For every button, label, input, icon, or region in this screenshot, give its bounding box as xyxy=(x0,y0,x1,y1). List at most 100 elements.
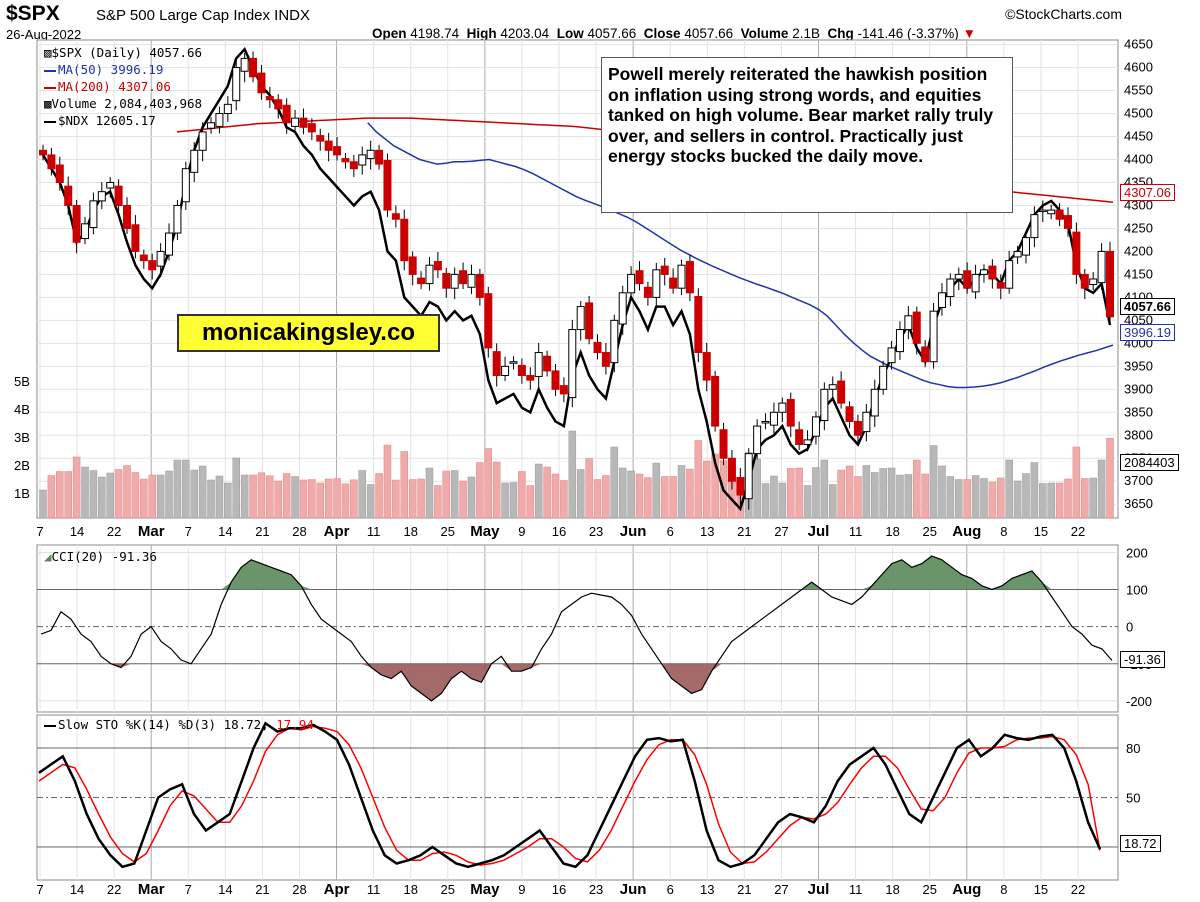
volume-bar xyxy=(240,474,249,519)
cci-tick-label: 100 xyxy=(1126,583,1148,598)
candle-body xyxy=(828,384,837,390)
low-value: 4057.66 xyxy=(587,26,637,41)
x-tick-label: 11 xyxy=(849,524,863,539)
volume-bar xyxy=(988,481,997,519)
volume-bar xyxy=(1072,446,1081,519)
volume-bar xyxy=(518,471,526,519)
volume-bar xyxy=(98,476,106,519)
candle-body xyxy=(64,185,73,206)
x-tick-label: 7 xyxy=(185,882,192,897)
x-tick-label: Jun xyxy=(620,881,647,898)
candle-body xyxy=(803,439,812,445)
candle-body xyxy=(501,365,510,377)
volume-bar xyxy=(929,445,938,519)
volume-bar xyxy=(854,476,862,519)
volume-bar xyxy=(677,465,686,519)
x-tick-label: 15 xyxy=(1034,524,1048,539)
candle-body xyxy=(400,218,409,262)
volume-tick-label: 3B xyxy=(14,430,30,445)
candle-body xyxy=(223,103,232,115)
candle-body xyxy=(1055,209,1064,220)
candle-body xyxy=(257,72,266,94)
candle-body xyxy=(1080,273,1089,289)
candle-body xyxy=(181,168,190,203)
x-tick-label: 13 xyxy=(700,882,714,897)
sto-value-box: 18.72 xyxy=(1120,835,1161,852)
candle-body xyxy=(576,306,585,331)
volume-bar xyxy=(450,470,459,519)
x-tick-label: 15 xyxy=(1034,882,1048,897)
candle-body xyxy=(492,351,501,377)
volume-icon: ▩ xyxy=(44,96,52,111)
volume-bar xyxy=(459,480,467,519)
volume-bar xyxy=(618,467,627,519)
candle-body xyxy=(366,149,375,160)
candle-body xyxy=(517,364,526,377)
candle-body xyxy=(274,99,283,110)
legend-ma200: MA(200) 4307.06 xyxy=(44,79,171,94)
price-tick-label: 4050 xyxy=(1124,312,1153,327)
volume-bar xyxy=(72,456,81,519)
volume-bar xyxy=(1047,482,1055,519)
candle-body xyxy=(618,292,627,325)
chart-date: 26-Aug-2022 xyxy=(6,27,82,42)
candle-body xyxy=(1021,237,1030,256)
x-tick-label: 14 xyxy=(218,524,232,539)
volume-bar xyxy=(1005,459,1013,519)
candle-body xyxy=(811,416,820,437)
candle-body xyxy=(702,352,711,381)
candle-body xyxy=(299,117,308,128)
volume-bar xyxy=(509,482,518,519)
volume-bar xyxy=(392,479,400,519)
candle-body xyxy=(358,154,367,166)
candle-body xyxy=(1047,209,1056,215)
cci-tick-label: 0 xyxy=(1126,620,1133,635)
candle-body xyxy=(711,375,720,427)
brand-label[interactable]: ©StockCharts.com xyxy=(1005,6,1122,22)
candle-body xyxy=(341,158,350,163)
legend-price: ▧$SPX (Daily) 4057.66 xyxy=(44,45,203,60)
volume-bar xyxy=(358,470,367,519)
price-tick-label: 4250 xyxy=(1124,220,1153,235)
candle-body xyxy=(845,406,854,422)
x-tick-label: 21 xyxy=(255,882,269,897)
x-tick-label: 11 xyxy=(849,882,863,897)
volume-bar xyxy=(963,479,971,519)
volume-tick-label: 2B xyxy=(14,458,30,473)
candle-body xyxy=(1089,278,1098,286)
volume-bar xyxy=(627,470,635,519)
volume-bar xyxy=(224,482,232,519)
volume-bar xyxy=(467,476,476,519)
volume-bar xyxy=(812,467,820,519)
candle-body xyxy=(47,154,56,170)
volume-bar xyxy=(652,462,661,519)
candle-body xyxy=(475,273,484,298)
open-label: Open xyxy=(372,26,407,41)
candle-body xyxy=(660,265,669,275)
volume-bar xyxy=(417,478,425,519)
candle-body xyxy=(946,278,955,297)
open-value: 4198.74 xyxy=(410,26,460,41)
candle-body xyxy=(904,315,913,331)
volume-bar xyxy=(938,465,946,519)
volume-bar xyxy=(778,482,787,519)
x-tick-label: 21 xyxy=(737,524,751,539)
chg-down-icon: ▼ xyxy=(962,26,976,41)
candle-body xyxy=(786,398,795,427)
watermark-box[interactable]: monicakingsley.co xyxy=(177,314,440,352)
volume-bar xyxy=(694,440,703,519)
volume-bar xyxy=(173,459,182,519)
volume-bar xyxy=(484,448,493,519)
volume-bar xyxy=(543,466,551,519)
candle-body xyxy=(543,355,552,372)
sto-d-value: 17.94 xyxy=(276,717,314,732)
volume-bar xyxy=(820,459,829,519)
sto-tick-label: 50 xyxy=(1126,791,1140,806)
sto-k-swatch xyxy=(44,724,56,727)
cci-tick-label: 200 xyxy=(1126,545,1148,560)
volume-bar xyxy=(1022,473,1030,519)
x-tick-label: 6 xyxy=(667,882,674,897)
volume-bar xyxy=(56,471,64,519)
